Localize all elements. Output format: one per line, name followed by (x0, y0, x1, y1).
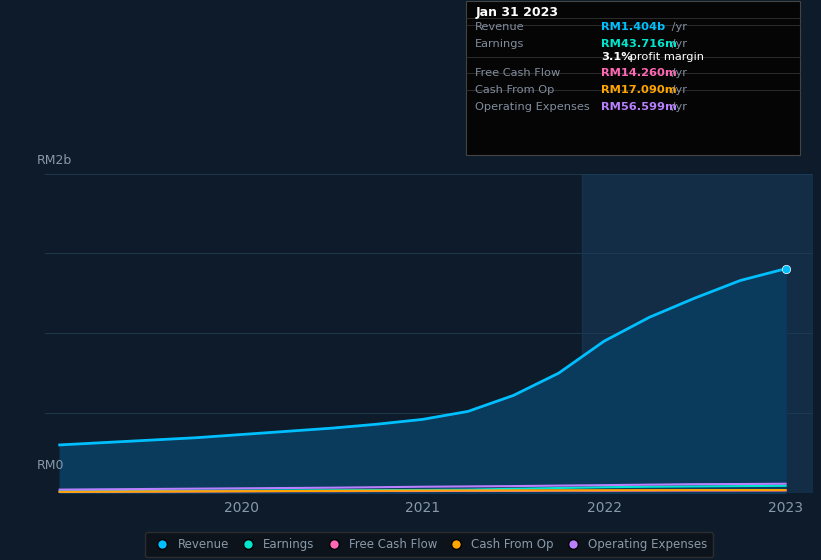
Text: Earnings: Earnings (475, 39, 525, 49)
Text: Jan 31 2023: Jan 31 2023 (475, 6, 558, 18)
Bar (582, 174, 813, 493)
Text: RM0: RM0 (37, 459, 64, 472)
Text: RM17.090m: RM17.090m (601, 85, 677, 95)
Text: RM43.716m: RM43.716m (601, 39, 677, 49)
Text: /yr: /yr (668, 85, 687, 95)
Text: Free Cash Flow: Free Cash Flow (475, 68, 561, 78)
Text: RM2b: RM2b (37, 154, 72, 167)
Text: RM1.404b: RM1.404b (601, 22, 665, 32)
Legend: Revenue, Earnings, Free Cash Flow, Cash From Op, Operating Expenses: Revenue, Earnings, Free Cash Flow, Cash … (144, 533, 713, 557)
Text: profit margin: profit margin (626, 52, 704, 62)
Text: Cash From Op: Cash From Op (475, 85, 555, 95)
Text: /yr: /yr (668, 22, 687, 32)
Text: /yr: /yr (668, 68, 687, 78)
Text: RM14.260m: RM14.260m (601, 68, 677, 78)
Text: 3.1%: 3.1% (601, 52, 633, 62)
Text: Revenue: Revenue (475, 22, 525, 32)
Text: /yr: /yr (668, 39, 687, 49)
Text: Operating Expenses: Operating Expenses (475, 102, 590, 112)
Text: RM56.599m: RM56.599m (601, 102, 677, 112)
Text: /yr: /yr (668, 102, 687, 112)
